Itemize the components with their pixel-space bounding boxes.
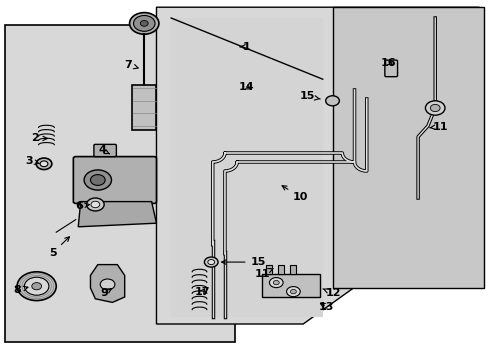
Circle shape <box>286 287 300 297</box>
FancyBboxPatch shape <box>73 157 156 203</box>
Polygon shape <box>78 202 156 227</box>
Circle shape <box>207 260 214 265</box>
Text: 10: 10 <box>282 186 308 202</box>
Circle shape <box>36 158 52 170</box>
Bar <box>132 85 156 130</box>
Circle shape <box>429 104 439 112</box>
FancyBboxPatch shape <box>384 60 397 77</box>
Polygon shape <box>166 14 332 288</box>
Text: 9: 9 <box>100 288 111 298</box>
Circle shape <box>100 279 115 290</box>
Text: 1: 1 <box>240 42 250 52</box>
Circle shape <box>140 21 148 26</box>
Text: 16: 16 <box>380 58 396 68</box>
FancyBboxPatch shape <box>94 144 116 157</box>
Circle shape <box>17 272 56 301</box>
Text: 11: 11 <box>254 269 272 279</box>
Text: 7: 7 <box>124 60 138 70</box>
Text: 17: 17 <box>194 287 209 297</box>
Text: 8: 8 <box>13 285 28 295</box>
Bar <box>261 274 320 297</box>
Circle shape <box>133 15 155 31</box>
Circle shape <box>290 289 296 294</box>
Text: 14: 14 <box>239 82 254 92</box>
Bar <box>5 25 234 342</box>
Text: 4: 4 <box>99 145 109 156</box>
Text: 6: 6 <box>75 201 89 211</box>
Text: 15: 15 <box>221 257 265 267</box>
Circle shape <box>84 170 111 190</box>
Circle shape <box>90 175 105 185</box>
Circle shape <box>24 277 49 295</box>
Polygon shape <box>156 7 478 324</box>
Text: 3: 3 <box>25 156 39 166</box>
Polygon shape <box>171 18 322 317</box>
Text: 2: 2 <box>31 133 47 143</box>
Circle shape <box>204 257 218 267</box>
Circle shape <box>32 283 41 290</box>
Circle shape <box>273 280 279 285</box>
Text: 15: 15 <box>299 91 320 102</box>
Text: 12: 12 <box>322 288 341 298</box>
Bar <box>265 265 271 274</box>
Polygon shape <box>332 7 483 288</box>
Bar <box>278 265 284 274</box>
Circle shape <box>129 13 159 34</box>
Polygon shape <box>90 265 124 302</box>
Circle shape <box>269 278 283 288</box>
Circle shape <box>425 101 444 115</box>
Text: 13: 13 <box>318 302 334 312</box>
Circle shape <box>325 96 339 106</box>
Circle shape <box>86 198 104 211</box>
Text: 11: 11 <box>428 122 447 132</box>
Circle shape <box>91 201 100 208</box>
Text: 5: 5 <box>49 237 69 258</box>
Bar <box>290 265 296 274</box>
Circle shape <box>40 161 48 167</box>
